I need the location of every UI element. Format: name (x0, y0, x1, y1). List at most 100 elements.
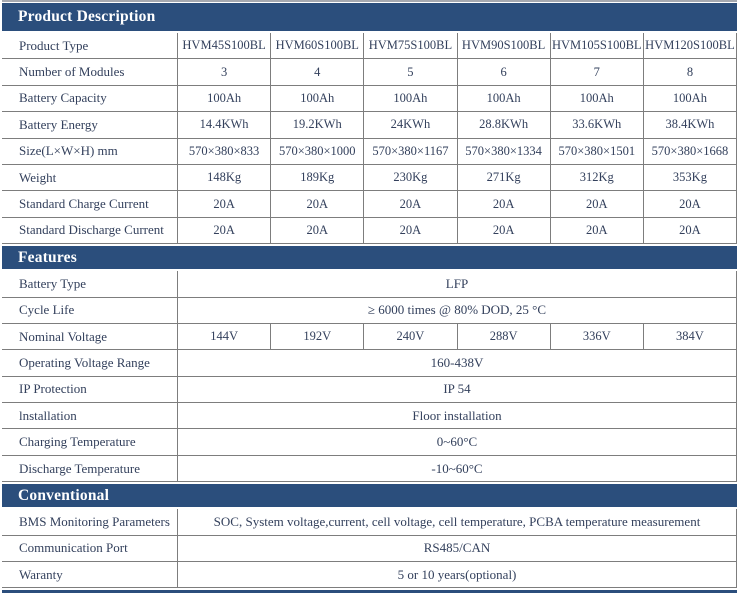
row-value: 24KWh (363, 112, 456, 138)
row-value-span: ≥ 6000 times @ 80% DOD, 25 °C (177, 297, 736, 323)
product-description-table: Product Type HVM45S100BL HVM60S100BL HVM… (2, 33, 737, 245)
section-header-features: Features (2, 246, 737, 270)
table-row-nominal-voltage: Nominal Voltage 144V 192V 240V 288V 336V… (2, 323, 737, 351)
section-header-conventional: Conventional (2, 484, 737, 508)
row-value: 20A (363, 191, 456, 217)
table-row-standard-discharge-current: Standard Discharge Current 20A 20A 20A 2… (2, 217, 737, 245)
row-label: Communication Port (19, 540, 128, 556)
table-row-waranty: Waranty 5 or 10 years(optional) (2, 562, 737, 589)
table-row-battery-energy: Battery Energy 14.4KWh 19.2KWh 24KWh 28.… (2, 112, 737, 139)
row-value: 100Ah (363, 85, 456, 112)
table-row-battery-type: Battery Type LFP (2, 271, 737, 298)
table-row-discharge-temperature: Discharge Temperature -10~60°C (2, 455, 737, 483)
table-row-charging-temperature: Charging Temperature 0~60°C (2, 429, 737, 456)
row-value: 20A (549, 217, 643, 244)
row-label: Charging Temperature (19, 434, 136, 450)
row-value: 20A (642, 217, 736, 244)
bottom-divider (2, 590, 737, 593)
row-value: 5 (363, 59, 456, 85)
row-value: 570×380×833 (177, 138, 270, 164)
row-value: 38.4KWh (642, 112, 736, 138)
features-table: Battery Type LFP Cycle Life ≥ 6000 times… (2, 271, 737, 483)
table-row-product-type: Product Type HVM45S100BL HVM60S100BL HVM… (2, 33, 737, 60)
row-value: 19.2KWh (270, 112, 363, 138)
row-label: Battery Capacity (19, 90, 107, 106)
row-value-span: LFP (177, 271, 736, 297)
row-value: 192V (270, 323, 363, 350)
row-value: HVM120S100BL (642, 33, 736, 59)
row-label: Standard Discharge Current (19, 222, 164, 238)
row-value: 14.4KWh (177, 112, 270, 138)
row-value: 336V (549, 323, 643, 350)
row-label: IP Protection (19, 381, 87, 397)
row-value: 20A (456, 191, 550, 217)
row-label: Cycle Life (19, 302, 75, 318)
table-row-operating-voltage-range: Operating Voltage Range 160-438V (2, 350, 737, 377)
row-value: 570×380×1334 (456, 138, 550, 164)
row-label: Discharge Temperature (19, 460, 140, 476)
table-row-battery-capacity: Battery Capacity 100Ah 100Ah 100Ah 100Ah… (2, 85, 737, 113)
row-value: 240V (363, 323, 456, 350)
row-value: HVM60S100BL (270, 33, 363, 59)
row-value: 3 (177, 59, 270, 85)
table-row-cycle-life: Cycle Life ≥ 6000 times @ 80% DOD, 25 °C (2, 297, 737, 324)
row-value: 100Ah (642, 85, 736, 112)
row-value: 20A (177, 217, 270, 244)
row-value: 28.8KWh (456, 112, 550, 138)
row-value: 312Kg (549, 164, 643, 191)
row-label: Battery Energy (19, 116, 98, 132)
row-value: 20A (456, 217, 550, 244)
row-value: 100Ah (270, 85, 363, 112)
row-value: 6 (456, 59, 550, 85)
row-value: 20A (642, 191, 736, 217)
table-row-installation: lnstallation Floor installation (2, 403, 737, 430)
table-row-size: Size(L×W×H) mm 570×380×833 570×380×1000 … (2, 138, 737, 165)
row-value-span: RS485/CAN (177, 535, 736, 562)
row-value: 288V (456, 323, 550, 350)
row-value: HVM105S100BL (549, 33, 643, 59)
row-value: 20A (177, 191, 270, 217)
row-value: 230Kg (363, 164, 456, 191)
row-value: 100Ah (177, 85, 270, 112)
row-label: Operating Voltage Range (19, 354, 150, 370)
row-value: 7 (549, 59, 643, 85)
section-header-product-description: Product Description (2, 3, 737, 31)
row-value-span: SOC, System voltage,current, cell voltag… (177, 509, 736, 535)
row-label: Size(L×W×H) mm (19, 143, 118, 159)
row-value: 148Kg (177, 164, 270, 191)
row-value: HVM45S100BL (177, 33, 270, 59)
row-value: 144V (177, 323, 270, 350)
row-value: 4 (270, 59, 363, 85)
row-value: HVM75S100BL (363, 33, 456, 59)
row-label: lnstallation (19, 407, 77, 423)
row-value: 271Kg (456, 164, 550, 191)
row-value: 384V (642, 323, 736, 350)
conventional-table: BMS Monitoring Parameters SOC, System vo… (2, 509, 737, 589)
row-label: Product Type (19, 37, 89, 53)
row-label: Battery Type (19, 275, 87, 291)
row-label: Nominal Voltage (19, 328, 107, 344)
row-value-span: IP 54 (177, 376, 736, 403)
row-value: 570×380×1501 (549, 138, 643, 164)
row-label: BMS Monitoring Parameters (19, 513, 170, 529)
row-label: Number of Modules (19, 64, 125, 80)
row-label: Weight (19, 169, 57, 185)
table-row-communication-port: Communication Port RS485/CAN (2, 535, 737, 563)
row-value: 353Kg (642, 164, 736, 191)
row-value-span: 0~60°C (177, 429, 736, 455)
row-value: 100Ah (549, 85, 643, 112)
row-value: 570×380×1668 (642, 138, 736, 164)
row-label: Waranty (19, 566, 63, 582)
row-value: 33.6KWh (549, 112, 643, 138)
row-value-span: -10~60°C (177, 455, 736, 482)
row-value: 570×380×1167 (363, 138, 456, 164)
row-value: 189Kg (270, 164, 363, 191)
top-divider (2, 0, 737, 2)
row-value-span: 5 or 10 years(optional) (177, 562, 736, 588)
row-value: 20A (270, 191, 363, 217)
table-row-bms-monitoring-parameters: BMS Monitoring Parameters SOC, System vo… (2, 509, 737, 536)
table-row-weight: Weight 148Kg 189Kg 230Kg 271Kg 312Kg 353… (2, 164, 737, 192)
row-label: Standard Charge Current (19, 196, 149, 212)
row-value: 20A (270, 217, 363, 244)
